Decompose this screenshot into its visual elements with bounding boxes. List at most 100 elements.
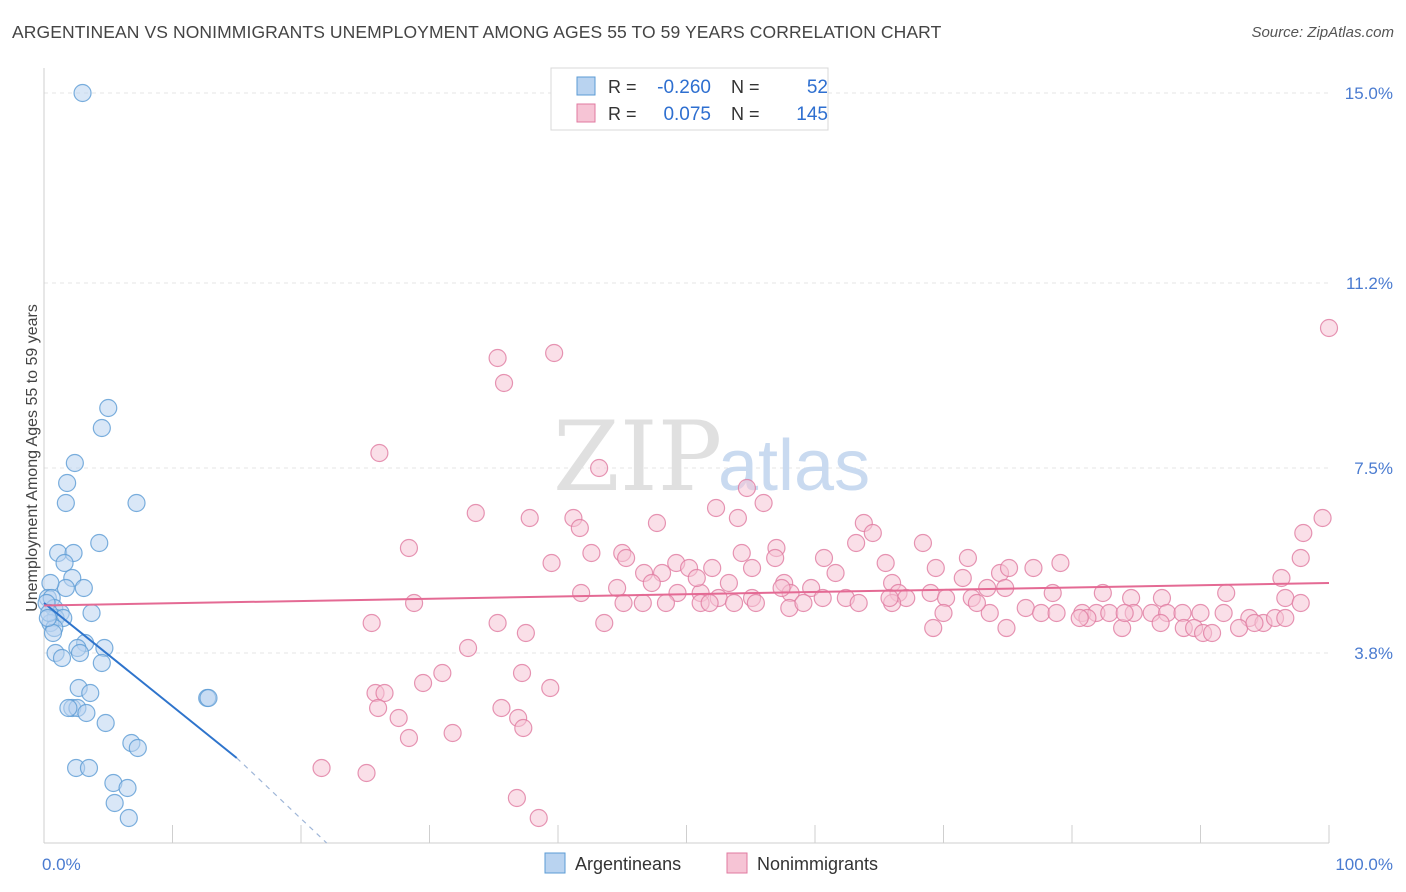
nonimmigrant-point: [958, 548, 978, 568]
argentinean-point: [41, 573, 60, 593]
argentinean-point: [118, 778, 137, 798]
nonimmigrant-point: [1291, 593, 1310, 613]
nonimmigrant-point: [514, 718, 533, 738]
argentinean-point: [73, 83, 92, 103]
nonimmigrant-point: [863, 523, 882, 543]
argentinean-point: [70, 643, 90, 663]
nonimmigrant-point: [512, 663, 532, 683]
argentinean-point: [199, 688, 218, 708]
source-label: Source: ZipAtlas.com: [1251, 24, 1394, 41]
nonimmigrant-point: [466, 503, 485, 523]
argentinean-point: [79, 758, 99, 778]
nonimmigrant-point: [362, 613, 381, 633]
legend-swatch-blue: [576, 76, 596, 96]
y-tick-label: 15.0%: [1345, 84, 1393, 103]
nonimmigrant-point: [913, 533, 933, 553]
nonimmigrant-point: [399, 538, 419, 558]
nonimmigrant-point: [766, 548, 785, 568]
series-legend-label-nonimmigrants: Nonimmigrants: [757, 854, 878, 874]
argentinean-point: [56, 493, 75, 513]
nonimmigrant-point: [458, 638, 478, 658]
nonimmigrant-point: [772, 578, 791, 598]
nonimmigrant-point: [357, 763, 376, 783]
nonimmigrant-point: [849, 593, 868, 613]
nonimmigrant-point: [642, 573, 661, 593]
nonimmigrant-point: [647, 513, 667, 533]
nonimmigrant-point: [389, 708, 408, 728]
nonimmigrant-point: [399, 728, 419, 748]
correlation-legend: R = -0.260 N = 52 R = 0.075 N = 145: [550, 67, 829, 131]
nonimmigrant-point: [1093, 583, 1112, 603]
nonimmigrant-point: [656, 593, 676, 613]
nonimmigrant-point: [617, 548, 636, 568]
nonimmigrant-point: [668, 583, 687, 603]
nonimmigrant-point: [728, 508, 748, 528]
nonimmigrant-point: [1047, 603, 1066, 623]
argentinean-point: [38, 608, 57, 628]
nonimmigrant-point: [590, 458, 609, 478]
nonimmigrant-point: [1217, 583, 1236, 603]
nonimmigrant-point: [1291, 548, 1310, 568]
nonimmigrant-point: [433, 663, 452, 683]
nonimmigrant-point: [754, 493, 773, 513]
nonimmigrant-point: [1016, 598, 1035, 618]
nonimmigrant-point: [413, 673, 433, 693]
nonimmigrant-point: [312, 758, 331, 778]
nonimmigrant-point: [719, 573, 739, 593]
legend-n-value-pink: 145: [796, 104, 828, 125]
argentinean-point: [55, 553, 74, 573]
nonimmigrant-point: [876, 553, 895, 573]
y-tick-labels: 3.8% 7.5% 11.2% 15.0%: [1345, 84, 1393, 663]
nonimmigrant-point: [1173, 603, 1192, 623]
y-axis-label: Unemployment Among Ages 55 to 59 years: [24, 304, 41, 612]
nonimmigrant-point: [813, 588, 832, 608]
nonimmigrant-point: [687, 568, 706, 588]
nonimmigrant-point: [999, 558, 1019, 578]
argentinean-point: [105, 793, 124, 813]
nonimmigrant-point: [542, 553, 561, 573]
nonimmigrant-point: [1051, 553, 1070, 573]
nonimmigrant-point: [1202, 623, 1222, 643]
nonimmigrant-point: [814, 548, 834, 568]
argentinean-point: [96, 713, 115, 733]
nonimmigrant-point: [724, 593, 744, 613]
watermark-zip: ZIP: [553, 401, 722, 513]
nonimmigrant-point: [997, 618, 1016, 638]
argentineans-trend-extension: [236, 757, 328, 844]
legend-n-label-blue: N =: [731, 77, 760, 97]
y-tick-label: 7.5%: [1354, 459, 1393, 478]
nonimmigrant-point: [1272, 568, 1291, 588]
nonimmigrant-point: [494, 373, 514, 393]
x-ticks: [43, 825, 1330, 843]
legend-r-value-blue: -0.260: [657, 77, 711, 98]
nonimmigrant-point: [737, 478, 756, 498]
argentinean-point: [56, 578, 75, 598]
nonimmigrant-point: [404, 593, 424, 613]
argentinean-point: [127, 493, 146, 513]
nonimmigrant-point: [706, 498, 726, 518]
nonimmigrant-point: [1313, 508, 1332, 528]
argentinean-point: [119, 808, 138, 828]
nonimmigrant-point: [1245, 613, 1264, 633]
argentinean-point: [82, 603, 101, 623]
nonimmigrant-point: [1294, 523, 1313, 543]
nonimmigrant-point: [492, 698, 511, 718]
argentineans-points: [37, 83, 218, 828]
nonimmigrant-point: [488, 613, 507, 633]
nonimmigrant-point: [1070, 608, 1089, 628]
nonimmigrant-point: [794, 593, 813, 613]
nonimmigrant-point: [742, 558, 762, 578]
argentinean-point: [99, 398, 118, 418]
nonimmigrant-point: [1100, 603, 1119, 623]
argentinean-point: [74, 578, 93, 598]
nonimmigrant-point: [375, 683, 394, 703]
nonimmigrant-point: [520, 508, 539, 528]
nonimmigrant-point: [516, 623, 535, 643]
nonimmigrant-point: [847, 533, 866, 553]
nonimmigrant-point: [746, 593, 765, 613]
nonimmigrant-point: [570, 518, 589, 538]
nonimmigrant-point: [1032, 603, 1051, 623]
nonimmigrant-point: [614, 593, 633, 613]
argentinean-point: [77, 703, 96, 723]
argentinean-point: [90, 533, 109, 553]
